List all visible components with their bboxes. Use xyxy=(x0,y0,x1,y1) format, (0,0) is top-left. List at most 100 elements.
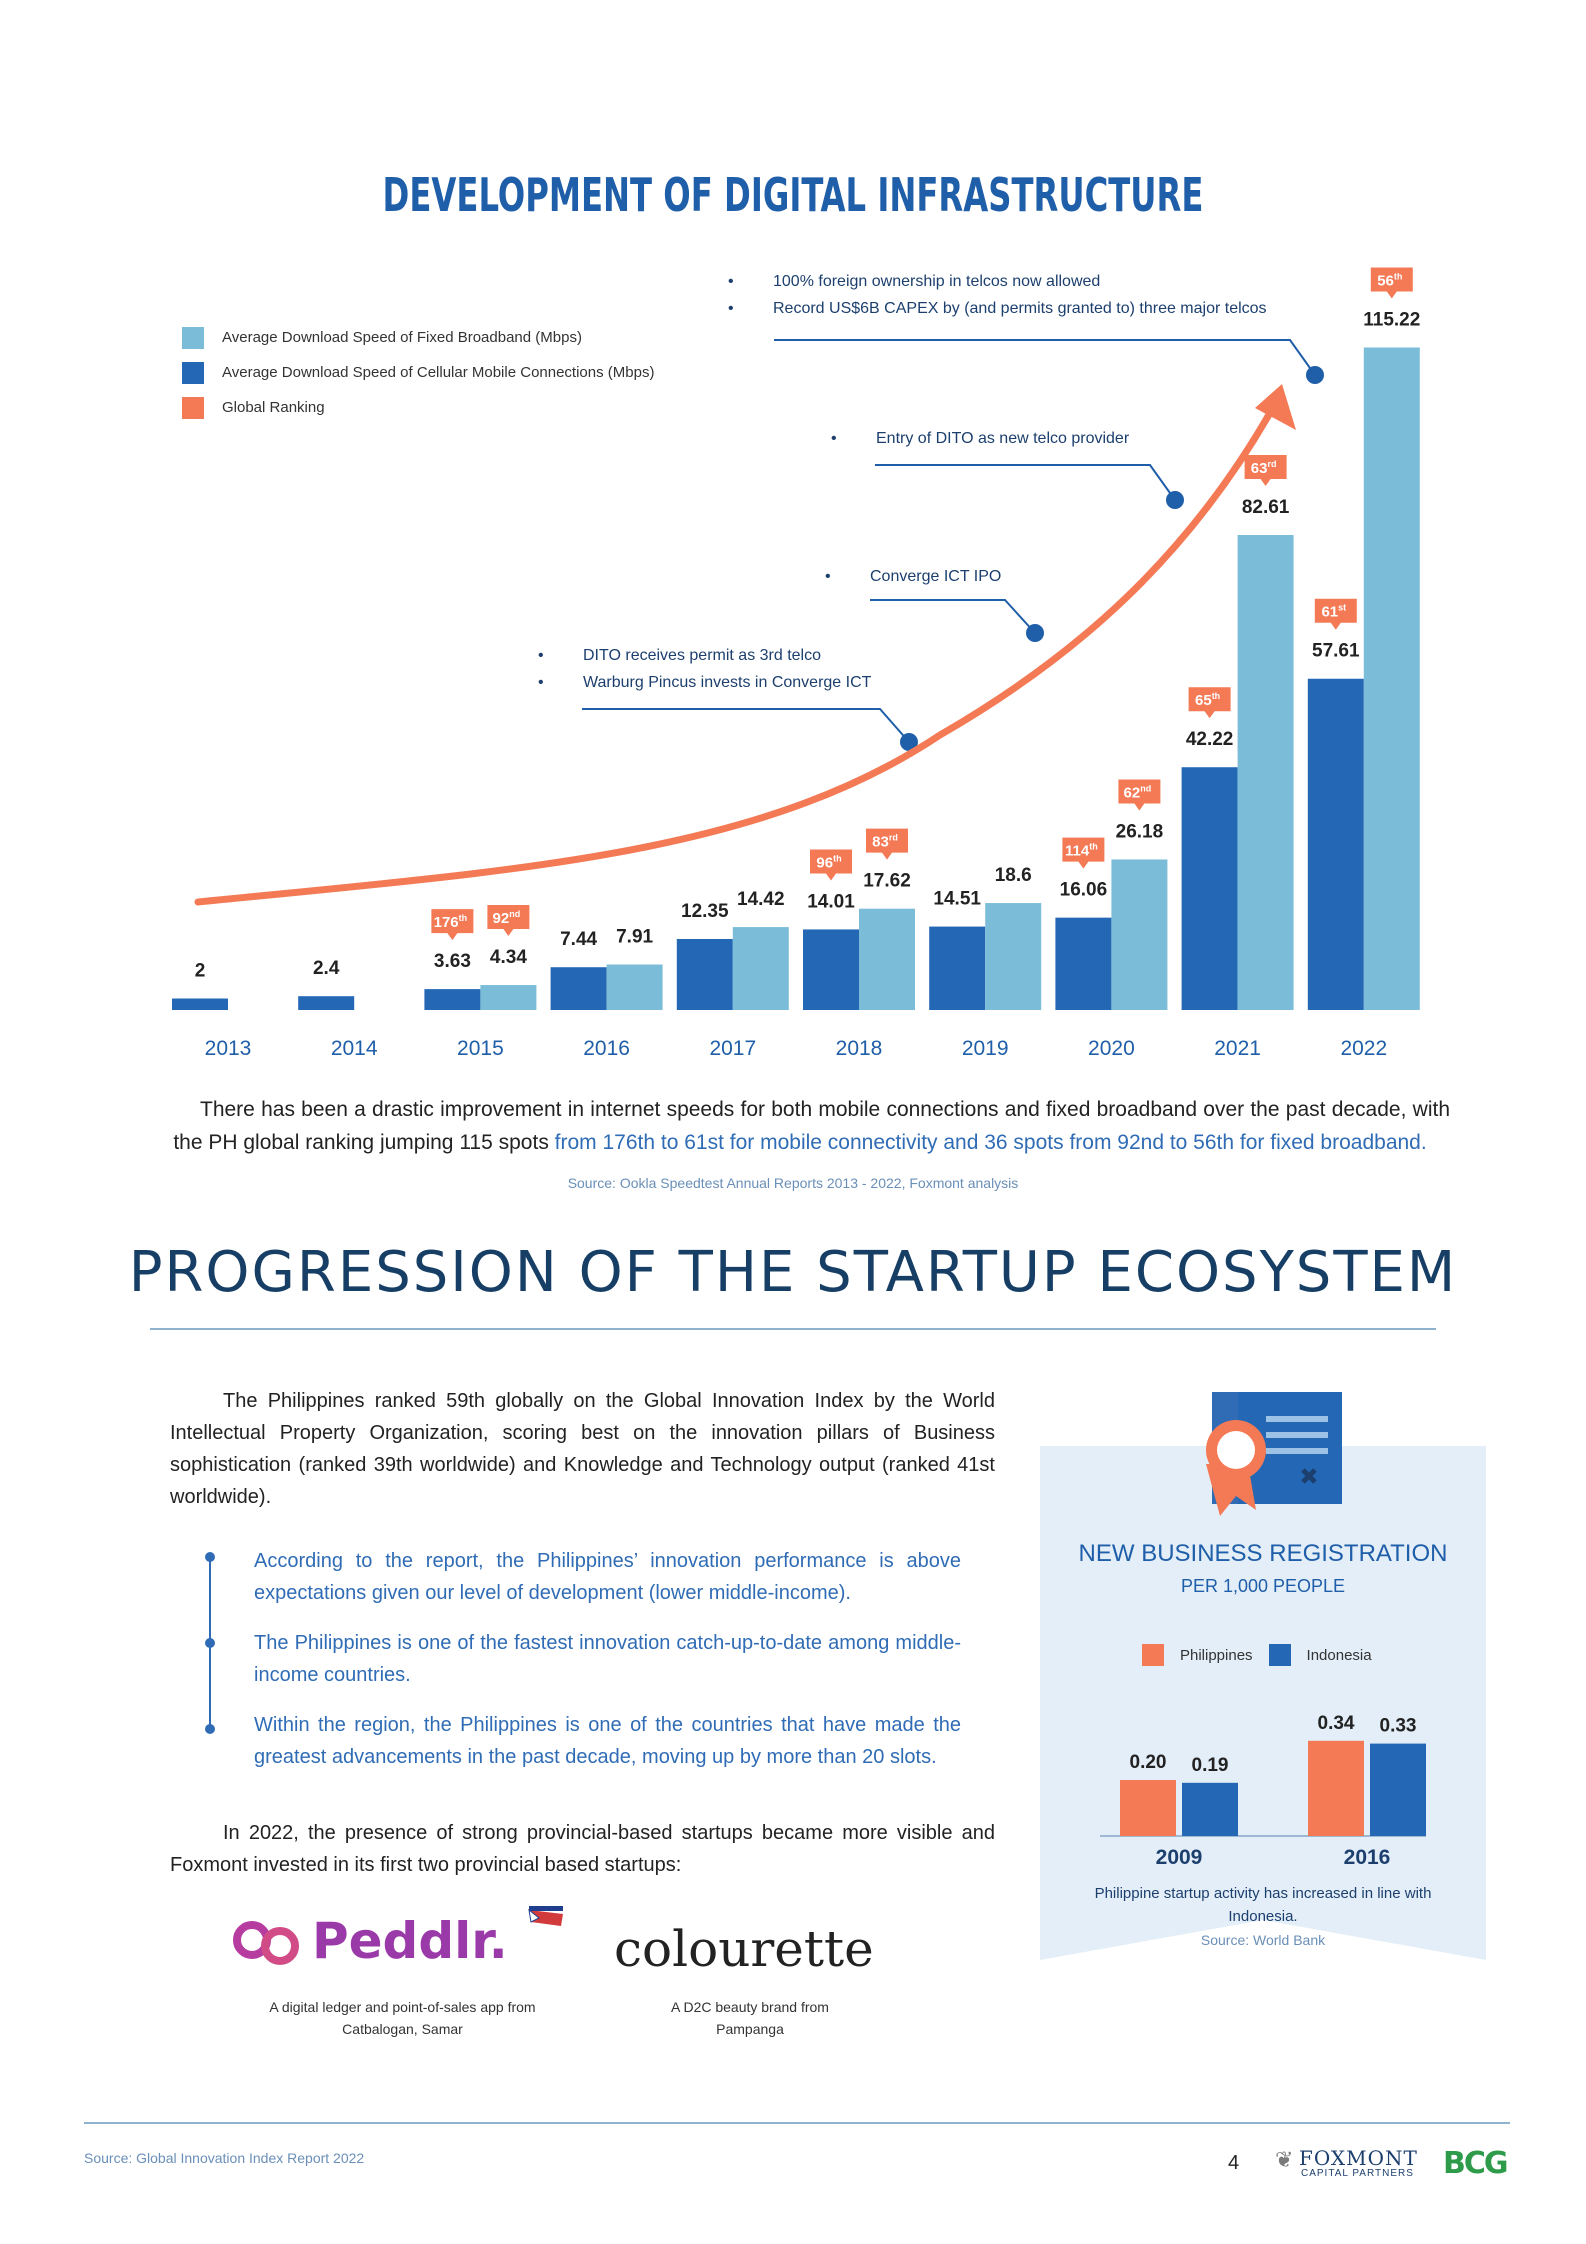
chart-source: Source: Ookla Speedtest Annual Reports 2… xyxy=(567,1175,1019,1191)
panel-legend: Philippines Indonesia xyxy=(1142,1644,1372,1666)
certificate-icon xyxy=(1206,1392,1342,1516)
bar-fixed-2020 xyxy=(1111,859,1168,1010)
bar-mobile-2021 xyxy=(1181,767,1238,1010)
panel-legend-label-id: Indonesia xyxy=(1306,1646,1372,1664)
chart-legend: Average Download Speed of Fixed Broadban… xyxy=(182,320,654,425)
value-label-fixed-2021: 82.61 xyxy=(1242,497,1290,518)
panel-legend-label-ph: Philippines xyxy=(1180,1646,1253,1664)
bar-mobile-2020 xyxy=(1055,917,1112,1010)
peddlr-description: A digital ledger and point-of-sales app … xyxy=(269,1999,536,2037)
rank-badge-mobile-2020 xyxy=(1062,837,1105,869)
bar-mobile-2022 xyxy=(1307,678,1364,1010)
annotation-dot-2020 xyxy=(1026,624,1044,642)
panel-value-indonesia-2009: 0.19 xyxy=(1192,1755,1229,1776)
bar-fixed-2018 xyxy=(859,908,915,1010)
rank-badge-mobile-2018 xyxy=(810,849,852,881)
x-tick-label-2017: 2017 xyxy=(709,1037,756,1060)
bar-fixed-2019 xyxy=(985,903,1042,1010)
bar-mobile-2015 xyxy=(424,989,481,1010)
legend-item-ranking: Global Ranking xyxy=(182,390,654,425)
legend-swatch-fixed xyxy=(182,326,204,349)
bar-fixed-2022 xyxy=(1363,347,1420,1010)
x-tick-label-2015: 2015 xyxy=(457,1037,504,1060)
ranking-trend-arrowhead xyxy=(1255,384,1296,430)
annotation-connector-2021 xyxy=(875,464,1176,501)
value-label-mobile-2015: 3.63 xyxy=(434,951,471,972)
value-label-fixed-2020: 26.18 xyxy=(1116,821,1164,842)
bar-fixed-2021 xyxy=(1237,534,1294,1010)
value-label-mobile-2019: 14.51 xyxy=(933,889,981,910)
legend-item-fixed: Average Download Speed of Fixed Broadban… xyxy=(182,320,654,355)
foxmont-logo: ❦ FOXMONT CAPITAL PARTNERS xyxy=(1275,2146,1435,2186)
peddlr-logo-mark xyxy=(233,1921,299,1965)
x-tick-label-2022: 2022 xyxy=(1340,1037,1387,1060)
rank-badge-fixed-2018 xyxy=(866,828,908,860)
value-label-mobile-2022: 57.61 xyxy=(1312,641,1360,662)
annotation-2019-line-1: DITO receives permit as 3rd telco xyxy=(538,647,871,674)
value-label-mobile-2013: 2 xyxy=(195,961,206,982)
panel-x-label-2009: 2009 xyxy=(1156,1846,1203,1869)
panel-legend-swatch-id xyxy=(1268,1644,1291,1666)
x-tick-label-2016: 2016 xyxy=(583,1037,630,1060)
value-label-fixed-2022: 115.22 xyxy=(1363,309,1420,330)
value-label-fixed-2018: 17.62 xyxy=(863,871,911,892)
panel-source: Source: World Bank xyxy=(1200,1932,1326,1948)
provincial-paragraph: In 2022, the presence of strong provinci… xyxy=(170,1822,995,1876)
legend-label-mobile: Average Download Speed of Cellular Mobil… xyxy=(222,364,655,381)
footer-divider xyxy=(84,2122,1510,2124)
bar-fixed-2017 xyxy=(732,927,789,1010)
x-tick-label-2014: 2014 xyxy=(331,1037,378,1060)
bar-mobile-2018 xyxy=(803,929,859,1010)
bar-mobile-2013 xyxy=(172,998,228,1010)
colourette-description: A D2C beauty brand from Pampanga xyxy=(671,1999,829,2037)
bar-mobile-2016 xyxy=(550,967,607,1010)
value-label-mobile-2018: 14.01 xyxy=(807,891,855,912)
bar-mobile-2019 xyxy=(929,926,986,1010)
x-tick-label-2013: 2013 xyxy=(205,1037,252,1060)
annotation-connector-2022 xyxy=(774,339,1316,376)
peddlr-logo: Peddlr. xyxy=(232,1906,572,1972)
rank-badge-mobile-2021 xyxy=(1188,687,1231,719)
value-label-fixed-2019: 18.6 xyxy=(995,865,1032,886)
panel-bar-indonesia-2016 xyxy=(1370,1743,1426,1836)
annotation-2021-line-1: Entry of DITO as new telco provider xyxy=(831,430,1129,457)
panel-subtitle: PER 1,000 PEOPLE xyxy=(1180,1576,1346,1596)
summary-text: There has been a drastic improvement in … xyxy=(173,1098,1450,1154)
rank-badge-mobile-2015 xyxy=(431,909,474,941)
panel-legend-swatch-ph xyxy=(1142,1644,1164,1666)
rank-badge-mobile-2022 xyxy=(1314,598,1357,630)
annotation-dot-2021 xyxy=(1166,491,1184,509)
registration-chart: 0.20 0.19 2009 0.34 0.33 2016 xyxy=(1100,1713,1426,1869)
panel-title: NEW BUSINESS REGISTRATION xyxy=(1078,1540,1448,1567)
panel-value-indonesia-2016: 0.33 xyxy=(1380,1716,1417,1737)
annotation-connector-2020 xyxy=(870,599,1036,634)
legend-swatch-ranking xyxy=(182,396,204,419)
footer-source: Source: Global Innovation Index Report 2… xyxy=(84,2150,365,2166)
bullet-item-1: According to the report, the Philippines… xyxy=(254,1550,961,1604)
bullet-item-3: Within the region, the Philippines is on… xyxy=(254,1714,961,1768)
value-label-mobile-2016: 7.44 xyxy=(560,929,597,950)
bullet-timeline xyxy=(205,1552,215,1734)
x-tick-label-2018: 2018 xyxy=(836,1037,883,1060)
bullet-list: According to the report, the Philippines… xyxy=(254,1545,961,1791)
legend-item-mobile: Average Download Speed of Cellular Mobil… xyxy=(182,355,654,390)
annotation-2022-line-2: Record US$6B CAPEX by (and permits grant… xyxy=(728,300,1267,327)
value-label-fixed-2015: 4.34 xyxy=(490,947,527,968)
panel-x-label-2016: 2016 xyxy=(1344,1846,1391,1869)
annotation-2022-line-1: 100% foreign ownership in telcos now all… xyxy=(728,273,1267,300)
bar-fixed-2015 xyxy=(480,985,537,1010)
legend-label-ranking: Global Ranking xyxy=(222,399,325,416)
colourette-wordmark: colourette xyxy=(614,1920,874,1978)
summary-highlight: from 176th to 61st for mobile connectivi… xyxy=(554,1131,1427,1154)
annotation-2022: 100% foreign ownership in telcos now all… xyxy=(728,273,1267,327)
gii-intro: The Philippines ranked 59th globally on … xyxy=(170,1390,995,1508)
panel-bar-philippines-2009 xyxy=(1120,1780,1176,1836)
page-title: DEVELOPMENT OF DIGITAL INFRASTRUCTURE xyxy=(382,168,1204,222)
annotation-2020: Converge ICT IPO xyxy=(825,568,1001,595)
value-label-mobile-2014: 2.4 xyxy=(313,958,340,979)
value-label-fixed-2016: 7.91 xyxy=(616,927,653,948)
value-label-mobile-2020: 16.06 xyxy=(1060,880,1108,901)
legend-swatch-mobile xyxy=(182,361,204,384)
rank-badge-fixed-2021 xyxy=(1244,454,1287,486)
x-tick-label-2019: 2019 xyxy=(962,1037,1009,1060)
